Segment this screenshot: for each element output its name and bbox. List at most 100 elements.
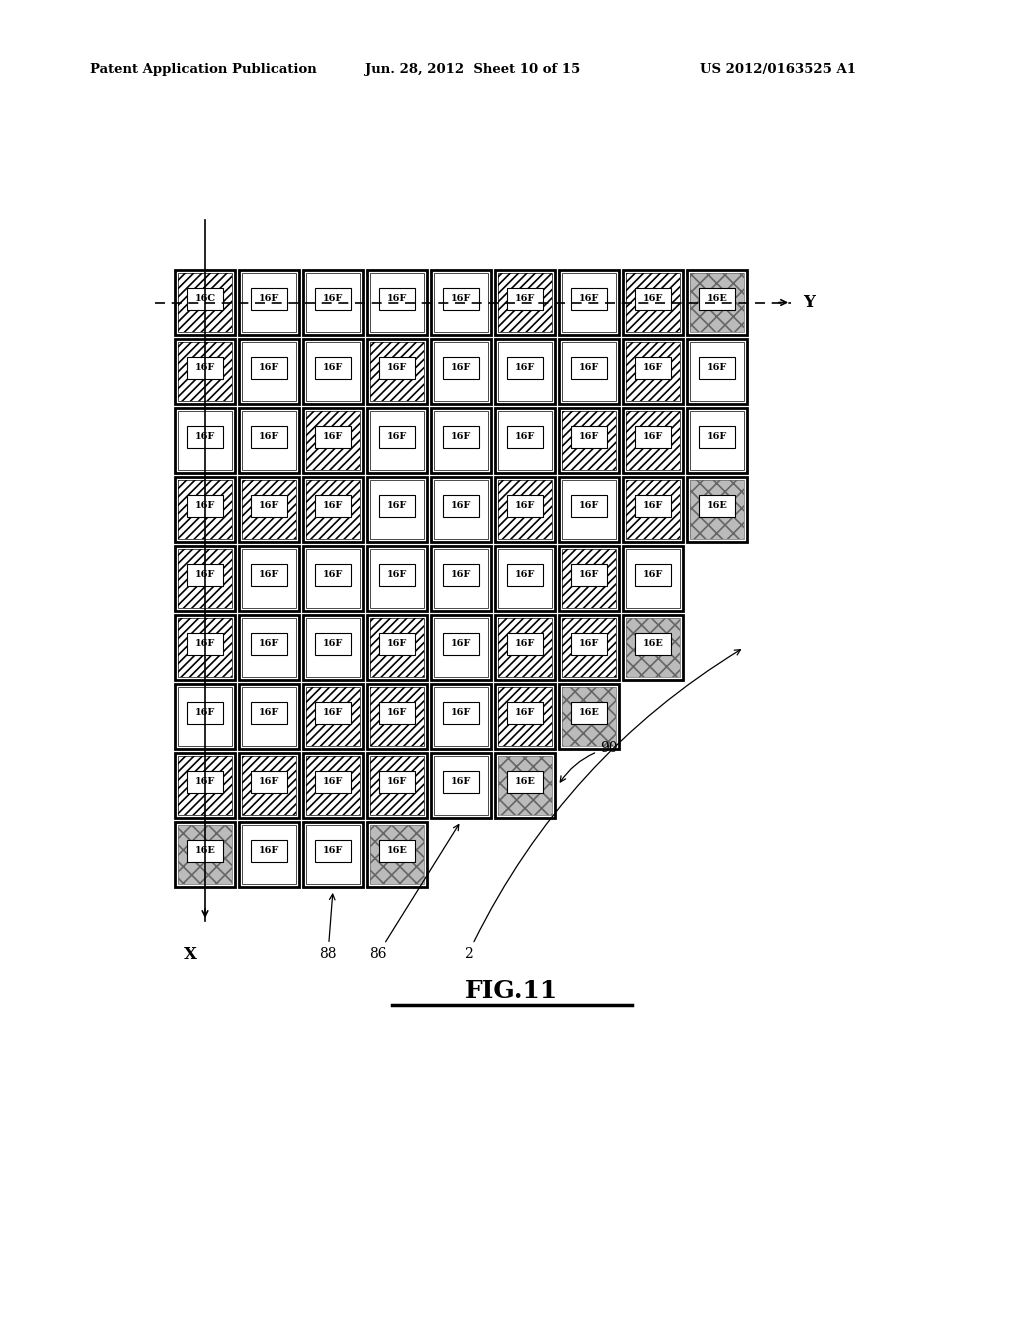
Bar	[434, 273, 488, 333]
Bar	[178, 273, 232, 333]
Text: 16F: 16F	[451, 363, 471, 372]
Text: 16F: 16F	[195, 777, 215, 787]
Bar	[443, 564, 479, 586]
Text: 16F: 16F	[323, 363, 343, 372]
Bar	[251, 288, 287, 310]
Bar	[178, 411, 232, 470]
Bar	[370, 618, 424, 677]
Bar	[178, 480, 232, 539]
Bar	[562, 411, 616, 470]
Bar	[239, 752, 299, 818]
Bar	[699, 425, 735, 449]
Text: 16F: 16F	[387, 363, 408, 372]
Text: 16F: 16F	[259, 777, 280, 787]
Bar	[306, 411, 360, 470]
Bar	[306, 342, 360, 401]
Text: 16F: 16F	[259, 639, 280, 648]
Bar	[303, 615, 362, 680]
Bar	[370, 480, 424, 539]
Text: 16F: 16F	[643, 433, 664, 441]
Bar	[623, 339, 683, 404]
Bar	[239, 684, 299, 748]
Bar	[562, 618, 616, 677]
Bar	[443, 495, 479, 517]
Bar	[495, 271, 555, 335]
Bar	[367, 477, 427, 543]
Bar	[626, 273, 680, 333]
Bar	[303, 684, 362, 748]
Text: US 2012/0163525 A1: US 2012/0163525 A1	[700, 63, 856, 77]
Bar	[251, 356, 287, 379]
Text: 16F: 16F	[707, 433, 727, 441]
Bar	[367, 615, 427, 680]
Bar	[178, 411, 232, 470]
Bar	[175, 615, 234, 680]
Bar	[498, 342, 552, 401]
Bar	[434, 480, 488, 539]
Bar	[434, 342, 488, 401]
Bar	[187, 632, 223, 655]
Bar	[635, 288, 671, 310]
Bar	[687, 477, 746, 543]
Bar	[251, 425, 287, 449]
Bar	[434, 273, 488, 333]
Bar	[306, 686, 360, 746]
Bar	[431, 684, 490, 748]
Text: 16F: 16F	[195, 709, 215, 718]
Bar	[562, 549, 616, 609]
Bar	[443, 356, 479, 379]
Bar	[175, 684, 234, 748]
Bar	[434, 756, 488, 814]
Text: 16F: 16F	[515, 570, 536, 579]
Text: 16F: 16F	[451, 294, 471, 304]
Bar	[498, 411, 552, 470]
Text: 16F: 16F	[451, 639, 471, 648]
Bar	[367, 822, 427, 887]
Bar	[443, 701, 479, 725]
Bar	[306, 273, 360, 333]
Text: 16F: 16F	[643, 363, 664, 372]
Bar	[242, 342, 296, 401]
Text: 88: 88	[319, 894, 337, 961]
Bar	[379, 771, 415, 793]
Bar	[303, 408, 362, 473]
Text: 16F: 16F	[323, 294, 343, 304]
Bar	[178, 549, 232, 609]
Bar	[623, 408, 683, 473]
Text: 16F: 16F	[387, 709, 408, 718]
Bar	[303, 752, 362, 818]
Bar	[507, 632, 543, 655]
Bar	[498, 342, 552, 401]
Bar	[559, 408, 618, 473]
Bar	[431, 339, 490, 404]
Bar	[315, 632, 351, 655]
Bar	[367, 684, 427, 748]
Bar	[498, 618, 552, 677]
Bar	[559, 339, 618, 404]
Bar	[242, 618, 296, 677]
Bar	[434, 618, 488, 677]
Bar	[303, 477, 362, 543]
Text: 2: 2	[464, 649, 740, 961]
Bar	[562, 686, 616, 746]
Bar	[187, 425, 223, 449]
Bar	[379, 288, 415, 310]
Bar	[239, 271, 299, 335]
Bar	[562, 273, 616, 333]
Text: 16E: 16E	[387, 846, 408, 855]
Bar	[495, 408, 555, 473]
Bar	[690, 480, 744, 539]
Bar	[498, 618, 552, 677]
Text: 16F: 16F	[451, 502, 471, 511]
Text: 16E: 16E	[707, 294, 727, 304]
Bar	[687, 271, 746, 335]
Bar	[434, 480, 488, 539]
Bar	[434, 411, 488, 470]
Text: 16E: 16E	[643, 639, 664, 648]
Bar	[507, 564, 543, 586]
Bar	[507, 495, 543, 517]
Text: X: X	[183, 946, 197, 964]
Text: 16F: 16F	[387, 433, 408, 441]
Text: 16F: 16F	[323, 570, 343, 579]
Bar	[498, 549, 552, 609]
